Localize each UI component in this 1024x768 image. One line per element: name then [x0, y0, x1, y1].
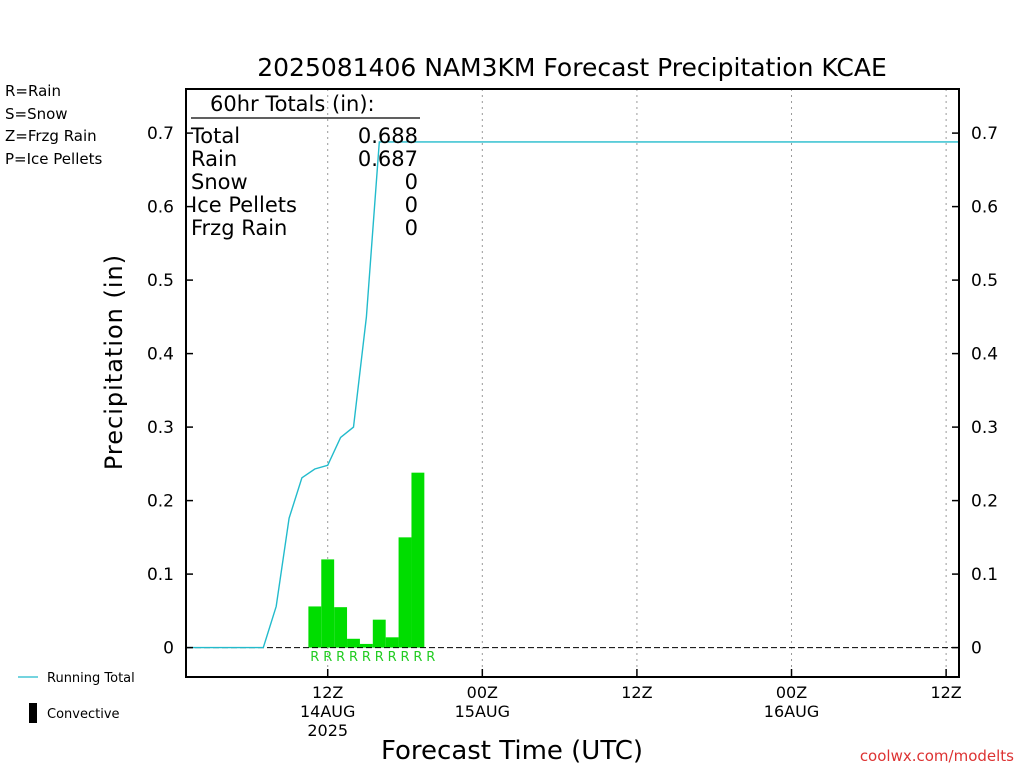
series-legend: Running Total Convective	[18, 671, 135, 723]
x-tick-label-0-3: 2025	[307, 721, 348, 740]
precip-bars	[308, 472, 425, 648]
running-total-legend-label: Running Total	[47, 671, 135, 686]
y-tick-label-right-6: 0.6	[971, 198, 998, 218]
precip-type-label-4: R	[362, 650, 371, 665]
precip-bar-5	[372, 619, 386, 648]
y-tick-label-left-5: 0.5	[147, 271, 174, 291]
y-ticks: 0 00.1 0.10.2 0.20.3 0.30.4 0.40.5 0.50.6 0.60.…	[147, 124, 998, 659]
precip-type-label-9: R	[426, 650, 435, 665]
site-credit: coolwx.com/modelts	[860, 747, 1014, 765]
precip-type-label-6: R	[388, 650, 397, 665]
precip-bar-0	[308, 606, 322, 648]
plot-frame	[185, 88, 960, 678]
precip-bar-7	[398, 537, 412, 648]
totals-label-2: Snow	[191, 170, 248, 194]
totals-value-3: 0	[405, 193, 418, 217]
y-tick-label-right-7: 0.7	[971, 124, 998, 144]
running-total-line	[186, 141, 959, 649]
x-tick-label-3-1: 00Z	[776, 683, 807, 702]
precip-bar-2	[334, 607, 348, 648]
precip-type-label-1: R	[323, 650, 332, 665]
gridlines	[327, 89, 947, 677]
x-tick-label-1-2: 15AUG	[455, 702, 510, 721]
precip-type-label-5: R	[375, 650, 384, 665]
legend-rain: R=Rain	[5, 82, 61, 100]
y-tick-label-right-4: 0.4	[971, 345, 998, 365]
y-tick-label-left-7: 0.7	[147, 124, 174, 144]
convective-legend-label: Convective	[47, 707, 120, 722]
y-tick-label-right-2: 0.2	[971, 492, 998, 512]
x-tick-label-0-1: 12Z	[312, 683, 343, 702]
totals-box: 60hr Totals (in): Total 0.688 Rain 0.687 Sno…	[190, 92, 420, 240]
precip-type-legend: R=Rain S=Snow Z=Frzg Rain P=Ice Pellets	[5, 82, 102, 168]
y-tick-label-left-0: 0	[163, 639, 174, 659]
precip-bar-4	[359, 643, 373, 648]
y-tick-label-right-1: 0.1	[971, 565, 998, 585]
precip-type-label-0: R	[310, 650, 319, 665]
legend-freezing-rain: Z=Frzg Rain	[5, 127, 97, 145]
y-axis-label: Precipitation (in)	[100, 254, 128, 470]
x-tick-label-1-1: 00Z	[467, 683, 498, 702]
convective-legend-swatch	[29, 703, 37, 723]
y-tick-label-left-3: 0.3	[147, 418, 174, 438]
y-tick-label-right-0: 0	[971, 639, 982, 659]
precip-bar-3	[347, 638, 360, 648]
y-tick-label-left-1: 0.1	[147, 565, 174, 585]
precip-type-label-2: R	[336, 650, 345, 665]
y-tick-label-right-3: 0.3	[971, 418, 998, 438]
x-tick-label-0-2: 14AUG	[300, 702, 355, 721]
y-tick-label-left-2: 0.2	[147, 492, 174, 512]
precip-type-label-7: R	[400, 650, 409, 665]
precip-type-label-3: R	[349, 650, 358, 665]
totals-value-1: 0.687	[358, 147, 418, 171]
x-axis-label: Forecast Time (UTC)	[381, 736, 643, 766]
legend-ice-pellets: P=Ice Pellets	[5, 150, 102, 168]
precip-bar-6	[385, 637, 399, 648]
totals-label-0: Total	[190, 124, 240, 148]
chart-title: 2025081406 NAM3KM Forecast Precipitation…	[257, 53, 887, 82]
x-tick-label-2-1: 12Z	[621, 683, 652, 702]
y-tick-label-left-6: 0.6	[147, 198, 174, 218]
totals-heading: 60hr Totals (in):	[210, 92, 375, 116]
precip-bar-8	[411, 472, 425, 648]
x-tick-label-4-1: 12Z	[930, 683, 961, 702]
totals-value-2: 0	[405, 170, 418, 194]
precip-bar-1	[321, 559, 335, 648]
totals-value-0: 0.688	[358, 124, 418, 148]
totals-label-1: Rain	[191, 147, 237, 171]
x-tick-label-3-2: 16AUG	[764, 702, 819, 721]
totals-label-4: Frzg Rain	[191, 216, 287, 240]
precip-type-label-8: R	[413, 650, 422, 665]
y-tick-label-left-4: 0.4	[147, 345, 174, 365]
running-total-line-group	[186, 141, 959, 649]
totals-value-4: 0	[405, 216, 418, 240]
legend-snow: S=Snow	[5, 105, 68, 123]
totals-label-3: Ice Pellets	[191, 193, 297, 217]
y-tick-label-right-5: 0.5	[971, 271, 998, 291]
